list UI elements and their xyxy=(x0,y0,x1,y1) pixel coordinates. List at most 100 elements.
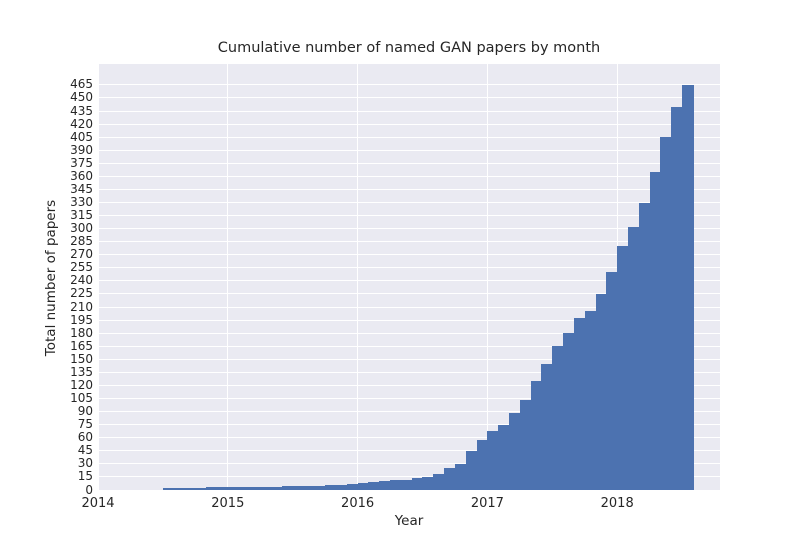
gridline-horizontal xyxy=(98,188,720,190)
y-tick-label: 315 xyxy=(70,208,93,223)
gridline-horizontal xyxy=(98,358,720,360)
bar-month-2017-07 xyxy=(552,346,564,490)
gridline-vertical xyxy=(227,64,229,490)
y-tick-label: 240 xyxy=(70,273,93,288)
gridline-horizontal xyxy=(98,398,720,400)
gridline-horizontal xyxy=(98,162,720,164)
gridline-horizontal xyxy=(98,476,720,478)
bar-month-2015-07 xyxy=(292,485,305,490)
bar-month-2015-03 xyxy=(249,487,261,490)
bar-month-2016-11 xyxy=(465,450,478,490)
bar-month-2015-08 xyxy=(303,485,315,490)
bar-month-2014-07 xyxy=(162,488,175,490)
bar-month-2018-02 xyxy=(628,226,640,490)
bar-month-2015-11 xyxy=(335,484,348,490)
bar-month-2018-05 xyxy=(660,137,672,490)
y-tick-label: 300 xyxy=(70,221,93,236)
gridline-vertical xyxy=(98,64,99,490)
bar-month-2018-03 xyxy=(638,202,651,490)
y-tick-label: 150 xyxy=(70,351,93,366)
y-tick-label: 420 xyxy=(70,116,93,131)
chart-title: Cumulative number of named GAN papers by… xyxy=(217,40,601,56)
y-tick-label: 0 xyxy=(85,482,93,497)
gridline-horizontal xyxy=(98,241,720,243)
y-tick-label: 120 xyxy=(70,377,93,392)
bar-month-2016-05 xyxy=(400,479,413,490)
gridline-horizontal xyxy=(98,463,720,465)
gridline-horizontal xyxy=(98,84,720,86)
y-tick-label: 390 xyxy=(70,142,93,157)
gridline-horizontal xyxy=(98,411,720,413)
bar-month-2017-12 xyxy=(606,272,618,490)
y-tick-label: 465 xyxy=(70,77,93,92)
bar-month-2016-06 xyxy=(411,477,424,490)
bar-month-2016-12 xyxy=(476,440,488,490)
y-tick-label: 75 xyxy=(77,417,93,432)
y-tick-label: 45 xyxy=(77,443,93,458)
bar-month-2016-03 xyxy=(379,481,391,490)
bar-month-2014-10 xyxy=(195,488,207,490)
gridline-vertical xyxy=(357,64,359,490)
gridline-horizontal xyxy=(98,110,720,112)
bar-month-2018-04 xyxy=(649,172,662,490)
y-tick-label: 165 xyxy=(70,338,93,353)
plot-area xyxy=(98,64,720,490)
bar-month-2015-02 xyxy=(238,487,251,490)
gridline-horizontal xyxy=(98,202,720,203)
y-tick-label: 210 xyxy=(70,299,93,314)
gridline-horizontal xyxy=(98,306,720,308)
bar-month-2015-10 xyxy=(325,484,337,490)
gridline-horizontal xyxy=(98,450,720,452)
bar-month-2015-06 xyxy=(281,485,294,490)
y-tick-label: 90 xyxy=(77,404,93,419)
bar-month-2015-01 xyxy=(227,487,240,490)
gridline-horizontal xyxy=(98,371,720,373)
y-tick-label: 180 xyxy=(70,325,93,340)
y-tick-label: 375 xyxy=(70,155,93,170)
gridline-horizontal xyxy=(98,293,720,295)
y-tick-label: 360 xyxy=(70,168,93,183)
y-tick-label: 450 xyxy=(70,90,93,105)
bar-month-2017-03 xyxy=(509,413,521,490)
y-tick-label: 30 xyxy=(77,456,93,471)
bar-month-2017-06 xyxy=(541,363,553,490)
x-axis-label: Year xyxy=(394,513,424,529)
x-tick-label: 2016 xyxy=(341,496,375,511)
gridline-horizontal xyxy=(98,149,720,151)
bar-month-2015-04 xyxy=(260,486,272,490)
bar-month-2014-11 xyxy=(206,487,218,490)
bar-month-2017-05 xyxy=(530,381,543,490)
bar-month-2017-10 xyxy=(584,310,597,490)
bar-month-2016-10 xyxy=(454,463,467,490)
gridline-horizontal xyxy=(98,123,720,125)
y-tick-label: 435 xyxy=(70,103,93,118)
y-tick-label: 285 xyxy=(70,234,93,249)
gridline-horizontal xyxy=(98,319,720,321)
y-tick-label: 330 xyxy=(70,195,93,209)
bar-month-2018-01 xyxy=(617,246,629,490)
y-tick-label: 345 xyxy=(70,181,93,196)
y-tick-label: 15 xyxy=(77,469,93,484)
gridline-horizontal xyxy=(98,384,720,386)
bar-month-2017-11 xyxy=(595,293,607,490)
gridline-horizontal xyxy=(98,136,720,138)
bar-month-2014-09 xyxy=(184,488,196,490)
bar-month-2018-06 xyxy=(671,106,683,490)
gridline-horizontal xyxy=(98,437,720,439)
bar-month-2016-09 xyxy=(444,468,456,490)
bar-month-2017-09 xyxy=(573,317,586,490)
bar-month-2015-12 xyxy=(346,483,359,490)
bar-month-2017-02 xyxy=(498,424,510,490)
bar-month-2018-07 xyxy=(682,84,694,490)
y-tick-label: 405 xyxy=(70,129,93,144)
y-tick-label: 255 xyxy=(70,260,93,275)
y-tick-label: 60 xyxy=(77,430,93,445)
gridline-horizontal xyxy=(98,332,720,334)
bar-month-2016-01 xyxy=(357,483,369,490)
gridline-vertical xyxy=(486,64,488,490)
bar-month-2017-01 xyxy=(487,430,499,490)
x-tick-label: 2018 xyxy=(600,496,634,511)
gridline-horizontal xyxy=(98,280,720,282)
bar-month-2016-04 xyxy=(390,480,402,490)
